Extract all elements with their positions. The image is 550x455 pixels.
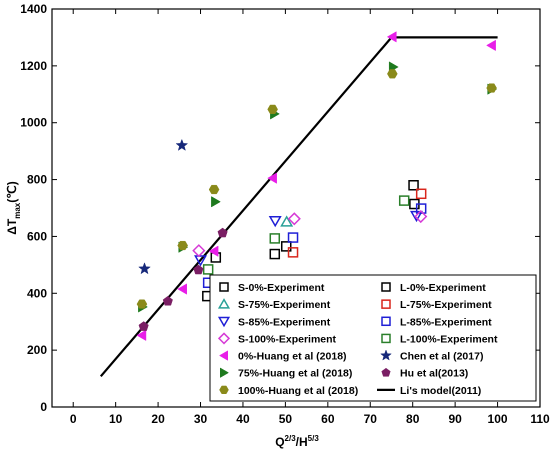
y-tick-label: 200 (27, 343, 47, 357)
legend-label: S-85%-Experiment (238, 316, 331, 328)
data-point (387, 69, 398, 79)
x-tick-label: 0 (70, 412, 77, 426)
data-point (267, 104, 278, 114)
legend-symbol (217, 298, 231, 309)
legend-label: L-85%-Experiment (400, 316, 492, 328)
x-axis-title: Q2/3/H5/3 (275, 434, 319, 449)
data-point (386, 31, 397, 43)
data-point (415, 188, 427, 200)
legend-symbol (381, 367, 391, 377)
y-tick-label: 0 (40, 400, 47, 414)
legend: S-0%-Experiment L-0%-Experiment S-75%-Expe… (209, 274, 537, 402)
data-point (192, 244, 206, 258)
y-tick-label: 400 (27, 286, 47, 300)
data-point (177, 283, 187, 295)
data-point (175, 138, 189, 151)
legend-symbol (380, 349, 392, 361)
legend-label: L-0%-Experiment (400, 282, 486, 294)
legend-symbol (218, 350, 228, 361)
data-point (138, 321, 149, 331)
x-tick-label: 30 (194, 412, 208, 426)
legend-label: S-75%-Experiment (238, 299, 331, 311)
legend-symbol (220, 367, 229, 378)
legend-symbol (219, 282, 229, 292)
y-axis-title: ΔTmax(℃) (5, 181, 22, 234)
data-point (177, 240, 188, 251)
data-point (211, 196, 221, 208)
data-point (136, 299, 148, 309)
x-tick-label: 20 (151, 412, 165, 426)
y-tick-label: 600 (27, 229, 47, 243)
legend-box (209, 274, 537, 402)
legend-symbol (381, 316, 391, 327)
data-point (202, 264, 214, 275)
data-point (269, 233, 281, 244)
data-point (136, 329, 147, 341)
plot-frame (51, 8, 541, 408)
legend-label: L-100%-Experiment (400, 333, 498, 345)
legend-label: Li's model(2011) (400, 385, 481, 397)
y-tick-label: 1400 (20, 2, 47, 16)
legend-label: 75%-Huang et al (2018) (238, 368, 352, 380)
legend-label: Hu et al(2013) (400, 368, 468, 380)
data-point (414, 209, 428, 224)
data-point (287, 247, 299, 258)
marker-layer (136, 31, 498, 341)
legend-label: 0%-Huang et al (2018) (238, 351, 347, 363)
legend-symbol (217, 332, 231, 345)
legend-symbol (217, 316, 231, 328)
data-point (280, 241, 292, 252)
legend-label: L-75%-Experiment (400, 299, 492, 311)
x-tick-label: 60 (321, 412, 335, 426)
data-point (280, 215, 294, 227)
x-tick-label: 70 (364, 412, 378, 426)
y-tick-label: 1200 (20, 59, 47, 73)
data-point (486, 39, 496, 52)
data-point (408, 180, 419, 191)
data-point (208, 184, 220, 195)
data-point (268, 216, 282, 228)
legend-label: S-0%-Experiment (238, 282, 325, 294)
legend-label: Chen et al (2017) (400, 351, 483, 363)
data-point (267, 172, 277, 184)
y-tick-label: 1000 (20, 116, 47, 130)
data-point (208, 245, 219, 257)
axis-ticks: 0 10 20 30 40 50 60 70 80 90 100 110 0 200 400 600 800 10… (20, 2, 550, 426)
data-point (269, 248, 281, 260)
data-point (138, 262, 151, 275)
data-point (486, 83, 497, 93)
x-tick-label: 50 (279, 412, 293, 426)
x-tick-label: 90 (448, 412, 462, 426)
x-tick-label: 10 (109, 412, 123, 426)
data-point (398, 195, 410, 206)
x-tick-label: 110 (530, 412, 550, 426)
legend-label: S-100%-Experiment (238, 333, 337, 345)
legend-symbol (381, 282, 391, 292)
x-tick-label: 100 (488, 412, 508, 426)
data-point (217, 227, 228, 238)
legend-symbol (381, 299, 391, 309)
data-point (162, 295, 173, 306)
y-tick-label: 800 (27, 173, 47, 187)
legend-symbol (381, 333, 391, 344)
legend-symbol (219, 385, 229, 394)
data-point (194, 255, 208, 267)
x-tick-label: 40 (236, 412, 250, 426)
data-point (287, 212, 301, 226)
legend-label: 100%-Huang et al (2018) (238, 385, 358, 397)
data-point (415, 203, 427, 214)
data-point (193, 264, 204, 275)
x-tick-label: 80 (406, 412, 420, 426)
data-point (287, 232, 299, 243)
